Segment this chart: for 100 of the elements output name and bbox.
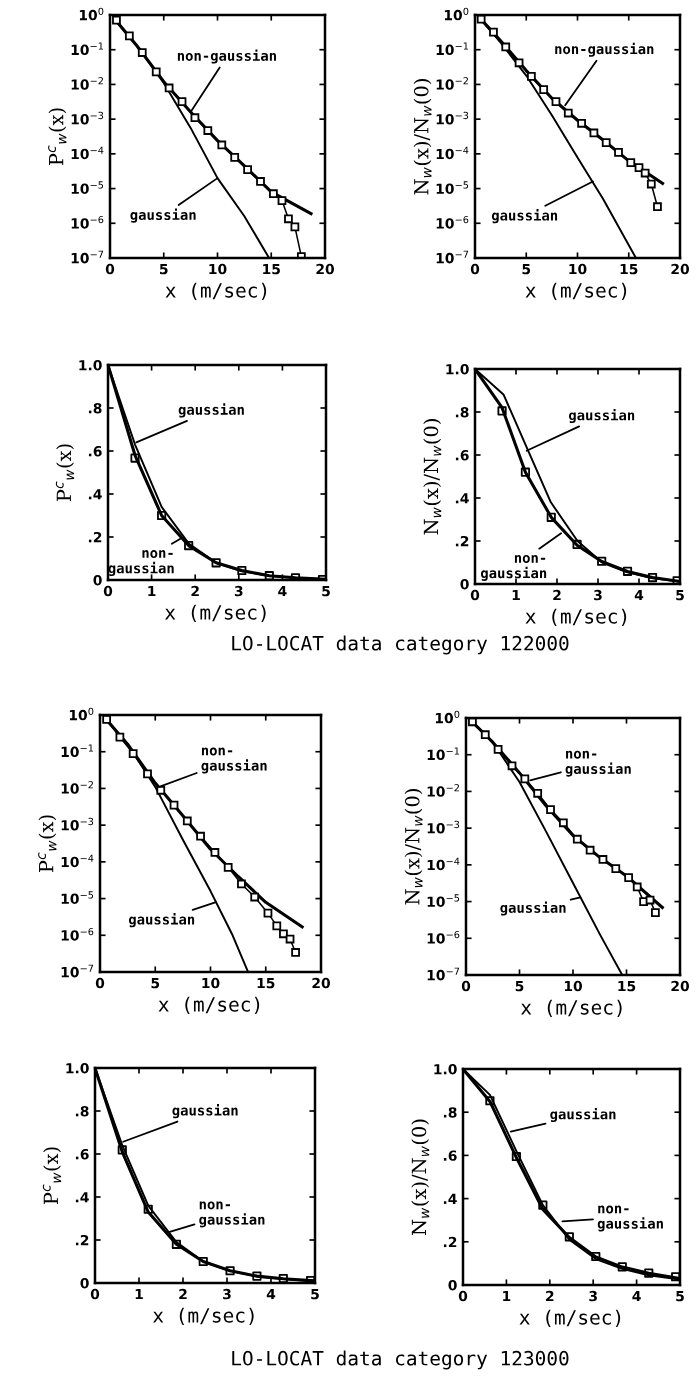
x-tick-label: 3 xyxy=(589,1290,597,1302)
x-tick-label: 1 xyxy=(512,589,520,601)
x-tick-label: 5 xyxy=(311,1288,319,1300)
y-tick-label: .2 xyxy=(88,531,102,543)
y-axis-title: P$^{c}$$_{w}$(x) xyxy=(55,444,75,502)
x-tick-label: 2 xyxy=(546,1290,554,1302)
x-axis-title: x (m/sec) xyxy=(519,1309,621,1327)
annotation: non- gaussian xyxy=(199,1201,265,1228)
y-tick-label: 10$^{−3}$ xyxy=(427,820,460,834)
y-tick-label: 10$^{−1}$ xyxy=(71,42,104,56)
y-tick-label: .8 xyxy=(443,1107,457,1118)
x-tick-label: 2 xyxy=(553,589,561,601)
y-axis-title: N$_{w}$(x)/N$_{w}$(0) xyxy=(413,79,432,195)
x-tick-label: 5 xyxy=(159,263,168,275)
x-tick-label: 4 xyxy=(632,1290,641,1302)
x-tick-label: 5 xyxy=(676,1290,684,1302)
x-tick-label: 2 xyxy=(191,585,199,597)
y-tick-label: 1.0 xyxy=(434,1063,457,1075)
x-tick-label: 1 xyxy=(148,585,156,597)
y-tick-label: .2 xyxy=(443,1236,457,1248)
x-tick-label: 0 xyxy=(103,585,113,597)
annotation: gaussian xyxy=(178,403,244,418)
annotation: gaussian xyxy=(568,408,635,424)
y-tick-label: 10$^{0}$ xyxy=(435,710,460,724)
x-tick-label: 10 xyxy=(202,977,220,989)
annotation: non-gaussian xyxy=(555,42,654,57)
y-tick-label: 10$^{0}$ xyxy=(444,7,469,21)
y-tick-label: 10$^{0}$ xyxy=(79,7,104,21)
y-tick-label: 1.0 xyxy=(66,1062,89,1074)
text: LO-LOCAT data category 123000 xyxy=(232,1350,569,1370)
x-tick-label: 3 xyxy=(223,1288,231,1300)
y-axis-title: N$_{w}$(x)/N$_{w}$(0) xyxy=(404,789,423,905)
x-tick-label: 20 xyxy=(671,263,689,275)
x-tick-label: 4 xyxy=(278,585,287,597)
x-tick-label: 15 xyxy=(257,977,275,989)
y-tick-label: .8 xyxy=(88,402,102,414)
annotation: non- gaussian xyxy=(597,1205,663,1232)
x-axis-title: x (m/sec) xyxy=(525,282,627,300)
x-tick-label: 5 xyxy=(322,585,330,597)
y-tick-label: 10$^{−3}$ xyxy=(436,111,469,125)
y-tick-label: 0 xyxy=(80,1277,89,1289)
y-tick-label: 10$^{−6}$ xyxy=(436,215,469,229)
y-tick-label: 10$^{−2}$ xyxy=(71,77,103,90)
y-tick-label: 1.0 xyxy=(446,363,469,375)
y-tick-label: 10$^{0}$ xyxy=(69,707,94,721)
y-tick-label: 10$^{−2}$ xyxy=(61,781,93,794)
x-tick-label: 10 xyxy=(569,263,587,275)
y-tick-label: .6 xyxy=(443,1150,457,1161)
y-tick-label: .6 xyxy=(455,449,469,461)
x-tick-label: 1 xyxy=(503,1290,511,1302)
y-tick-label: 10$^{−7}$ xyxy=(427,967,460,981)
y-tick-label: 10$^{−7}$ xyxy=(61,964,94,978)
y-tick-label: 10$^{−4}$ xyxy=(71,146,104,160)
y-tick-label: 10$^{−3}$ xyxy=(71,111,104,125)
y-tick-label: .8 xyxy=(455,406,469,418)
x-axis-title: x (m/sec) xyxy=(165,282,267,300)
y-tick-label: 10$^{−5}$ xyxy=(427,894,460,907)
x-tick-label: 2 xyxy=(179,1288,187,1300)
annotation: gaussian xyxy=(172,1104,238,1119)
x-tick-label: 0 xyxy=(105,263,115,275)
x-tick-label: 3 xyxy=(234,585,243,597)
y-tick-label: 10$^{−6}$ xyxy=(427,930,460,944)
x-axis-title: x (m/sec) xyxy=(525,608,627,626)
annotation: non- gaussian xyxy=(108,550,174,577)
x-tick-label: 5 xyxy=(515,980,524,992)
annotation: gaussian xyxy=(550,1107,616,1123)
y-tick-label: 10$^{−3}$ xyxy=(61,817,94,831)
y-tick-label: 10$^{−4}$ xyxy=(436,146,469,160)
y-axis-title: P$^{c}$$_{w}$(x) xyxy=(48,108,67,166)
y-tick-label: 10$^{−2}$ xyxy=(427,784,459,797)
x-tick-label: 5 xyxy=(676,589,684,601)
y-tick-label: .4 xyxy=(88,489,102,500)
x-tick-label: 1 xyxy=(135,1288,143,1300)
x-tick-label: 5 xyxy=(522,263,531,275)
y-axis-title: P$^{c}$$_{w}$(x) xyxy=(42,1147,62,1205)
annotation: gaussian xyxy=(128,913,195,928)
x-tick-label: 15 xyxy=(620,263,638,275)
y-tick-label: .6 xyxy=(75,1148,89,1160)
y-tick-label: 10$^{−5}$ xyxy=(61,891,94,904)
annotation: gaussian xyxy=(130,208,196,223)
y-tick-label: 10$^{−1}$ xyxy=(436,42,469,56)
x-tick-label: 5 xyxy=(151,977,160,989)
y-tick-label: .2 xyxy=(75,1234,89,1246)
y-tick-label: .8 xyxy=(75,1105,89,1117)
x-tick-label: 0 xyxy=(470,589,480,601)
y-tick-label: 0 xyxy=(448,1279,457,1291)
x-axis-title: x (m/sec) xyxy=(153,1307,254,1325)
y-axis-title: N$_{w}$(x)/N$_{w}$(0) xyxy=(423,419,442,535)
y-tick-label: 10$^{−1}$ xyxy=(61,744,94,758)
y-tick-label: 10$^{−7}$ xyxy=(71,250,104,264)
y-axis-title: N$_{w}$(x)/N$_{w}$(0) xyxy=(411,1119,430,1236)
y-tick-label: 10$^{−5}$ xyxy=(436,181,469,194)
x-tick-label: 20 xyxy=(316,263,334,275)
annotation: gaussian xyxy=(500,901,566,916)
annotation: gaussian xyxy=(491,209,558,224)
x-tick-label: 20 xyxy=(671,980,689,992)
y-tick-label: 10$^{−5}$ xyxy=(71,181,104,194)
text: LO-LOCAT data category 122000 xyxy=(232,635,569,655)
x-tick-label: 4 xyxy=(634,589,644,601)
y-tick-label: .2 xyxy=(455,535,469,547)
